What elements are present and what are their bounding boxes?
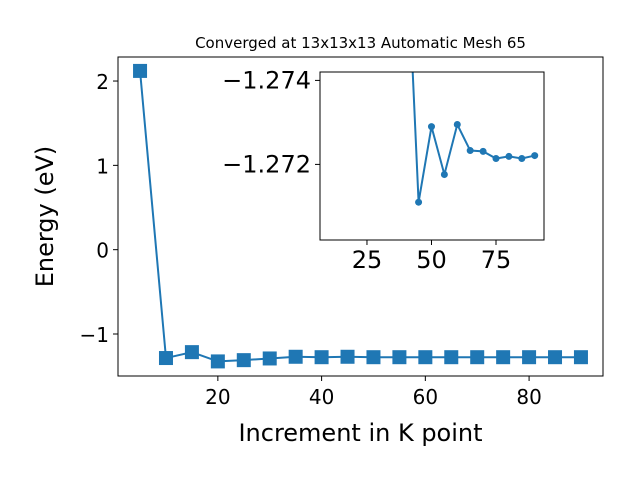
inset-chart: 25 50 75 −1.274 −1.272	[222, 66, 545, 274]
y-tick-label: 1	[96, 154, 109, 178]
x-tick-label: 25	[352, 246, 383, 274]
marker	[133, 63, 148, 78]
axes-frame	[117, 56, 604, 377]
marker	[479, 147, 487, 155]
x-tick-label: 50	[416, 246, 447, 274]
marker	[418, 350, 433, 365]
marker	[184, 345, 199, 360]
y-tick-label: −1.272	[222, 150, 311, 178]
y-tick-label: −1	[80, 323, 109, 347]
marker	[340, 349, 355, 364]
y-tick-label: 2	[96, 70, 109, 94]
marker	[366, 350, 381, 365]
x-tick-label: 80	[516, 385, 541, 409]
marker	[314, 350, 329, 365]
y-tick-label: 0	[96, 239, 109, 263]
y-tick-label: −1.274	[222, 66, 311, 94]
marker	[548, 350, 563, 365]
marker	[573, 350, 588, 365]
chart-title: Converged at 13x13x13 Automatic Mesh 65	[195, 34, 526, 52]
marker	[210, 354, 225, 369]
marker	[470, 350, 485, 365]
y-axis-label: Energy (eV)	[31, 146, 59, 288]
marker	[466, 147, 474, 155]
x-axis-label: Increment in K point	[238, 419, 482, 447]
x-tick-label: 60	[413, 385, 438, 409]
marker	[262, 351, 277, 366]
data-layer	[411, 72, 539, 206]
marker	[392, 350, 407, 365]
marker	[288, 349, 303, 364]
marker	[236, 353, 251, 368]
marker	[427, 123, 435, 131]
marker	[440, 170, 448, 178]
marker	[444, 350, 459, 365]
marker	[158, 351, 173, 366]
marker	[492, 155, 500, 163]
marker	[453, 121, 461, 128]
marker	[518, 155, 526, 163]
marker	[415, 198, 423, 206]
marker	[531, 152, 539, 160]
x-tick-label: 75	[481, 246, 512, 274]
axes-frame	[319, 71, 545, 241]
data-layer	[133, 63, 588, 369]
marker	[505, 152, 513, 160]
x-tick-label: 20	[205, 385, 230, 409]
x-tick-label: 40	[309, 385, 334, 409]
marker	[522, 350, 537, 365]
marker	[496, 350, 511, 365]
